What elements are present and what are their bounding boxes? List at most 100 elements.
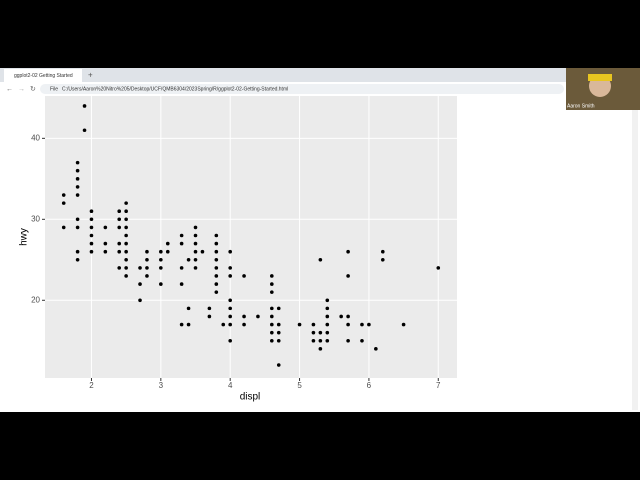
point [276,363,281,367]
point [346,322,350,327]
point [346,338,350,343]
point [270,306,274,311]
point [186,322,191,327]
point [186,306,191,311]
point [367,322,371,327]
point [82,104,87,108]
point [270,282,274,286]
point [339,314,343,319]
point [75,257,80,262]
point [159,257,163,262]
point [318,330,323,335]
point [179,322,184,327]
point [228,314,232,319]
point [242,274,246,278]
point [124,201,128,205]
point [214,233,219,238]
webcam-name: Aaron Smith [567,103,595,109]
point [193,233,198,238]
point [138,298,142,303]
point [61,193,66,197]
forward[interactable]: → [18,86,25,93]
address-bar[interactable] [40,84,564,94]
tab[interactable] [4,69,82,82]
tab-title: ggplot2-02 Getting Started [14,73,73,79]
x-tick-label: 2 [89,381,94,390]
point [228,298,232,303]
point [124,257,128,262]
point [75,193,80,197]
point [159,282,163,286]
point [145,266,149,270]
point [401,322,406,327]
back[interactable]: ← [6,86,13,93]
point [103,241,108,246]
point [103,249,108,254]
tab-bar [0,68,640,82]
point [276,338,281,343]
point [228,249,232,254]
point [179,266,184,270]
point [325,330,330,335]
point [270,314,274,319]
point [179,233,184,238]
panel [45,96,457,378]
point [145,249,149,254]
x-tick-label: 4 [228,381,233,390]
point [193,257,198,262]
point [228,306,232,311]
point [159,249,163,254]
point [228,274,232,278]
point [318,347,323,351]
point [117,241,122,246]
point [61,225,66,230]
url-scheme: File [50,86,58,92]
point [179,241,184,246]
point [276,322,281,327]
point [214,274,219,278]
point [325,314,330,319]
point [124,209,128,214]
point [193,249,198,254]
point [270,290,274,294]
point [276,306,281,311]
point [242,314,246,319]
point [165,249,170,254]
point [214,282,219,286]
point [325,322,330,327]
y-tick-label: 20 [31,295,40,304]
point [380,249,385,254]
point [124,249,128,254]
new-tab[interactable]: + [88,71,93,80]
point [61,201,66,205]
point [346,274,350,278]
point [124,266,128,270]
point [117,266,122,270]
point [270,330,274,335]
point [186,257,191,262]
x-tick-label: 3 [159,381,164,390]
point [103,225,108,230]
point [117,209,122,214]
x-axis-title: displ [240,392,261,403]
point [75,168,80,173]
point [380,257,385,262]
point [346,314,350,319]
point [124,274,128,278]
y-axis-title: hwy [19,228,30,246]
point [311,330,316,335]
point [325,306,330,311]
reload[interactable]: ↻ [30,86,36,93]
point [75,185,80,189]
scrollbar[interactable] [632,110,638,410]
point [82,128,87,133]
point [214,290,219,294]
point [89,249,94,254]
point [75,225,80,230]
point [270,338,274,343]
point [256,314,260,319]
point [89,225,94,230]
point [165,241,170,246]
